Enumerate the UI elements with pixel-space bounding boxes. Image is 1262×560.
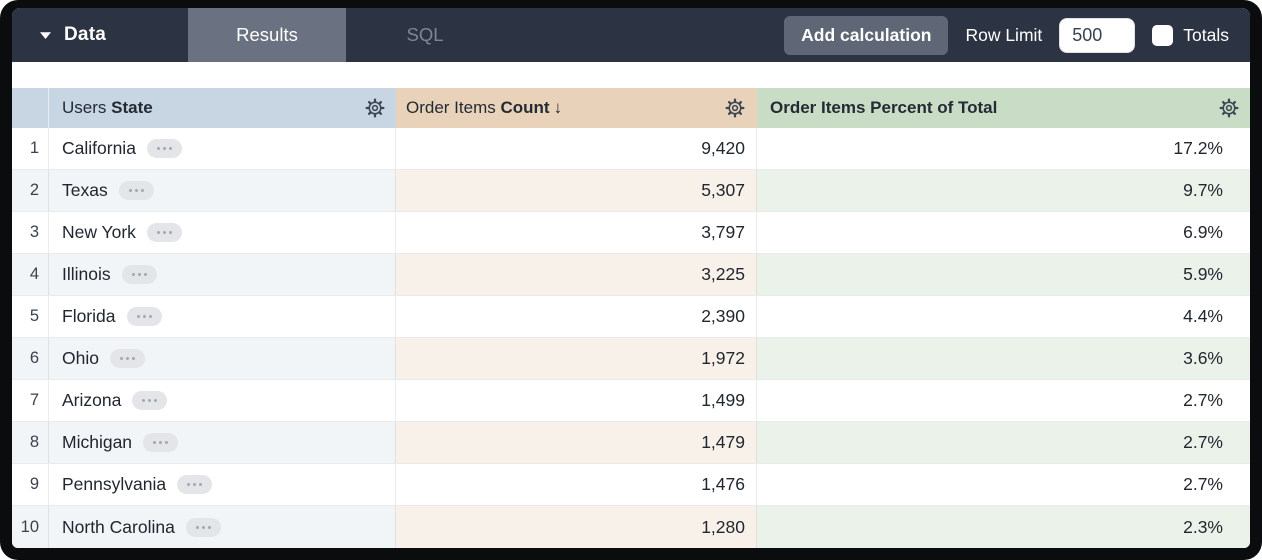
percent-cell[interactable]: 6.9% xyxy=(757,212,1250,253)
column-label: Users State xyxy=(62,98,153,117)
toolbar: Data Results SQL Add calculation Row Lim… xyxy=(12,8,1250,62)
row-limit-input[interactable] xyxy=(1059,17,1136,53)
count-cell[interactable]: 1,479 xyxy=(396,422,757,463)
row-index: 1 xyxy=(12,128,49,169)
state-cell[interactable]: Illinois xyxy=(49,254,396,295)
count-cell[interactable]: 5,307 xyxy=(396,170,757,211)
state-cell[interactable]: North Carolina xyxy=(49,506,396,548)
state-cell[interactable]: Arizona xyxy=(49,380,396,421)
count-cell[interactable]: 9,420 xyxy=(396,128,757,169)
table-row: 7 Arizona 1,499 2.7% xyxy=(12,380,1250,422)
count-cell[interactable]: 1,499 xyxy=(396,380,757,421)
gear-icon[interactable] xyxy=(1218,97,1240,119)
state-value: California xyxy=(62,138,136,158)
ellipsis-menu-icon[interactable] xyxy=(177,475,213,494)
ellipsis-menu-icon[interactable] xyxy=(146,139,182,158)
percent-cell[interactable]: 2.7% xyxy=(757,422,1250,463)
column-header-users-state[interactable]: Users State xyxy=(49,88,396,128)
column-header-percent-of-total[interactable]: Order Items Percent of Total xyxy=(757,88,1250,128)
data-section-toggle[interactable]: Data xyxy=(12,8,188,62)
percent-cell[interactable]: 3.6% xyxy=(757,338,1250,379)
totals-checkbox[interactable] xyxy=(1152,24,1174,46)
row-number-column-header xyxy=(12,88,49,128)
gear-icon[interactable] xyxy=(364,97,386,119)
table-row: 3 New York 3,797 6.9% xyxy=(12,212,1250,254)
sort-desc-icon: ↓ xyxy=(553,98,563,117)
tab-sql[interactable]: SQL xyxy=(406,24,444,45)
tab-results[interactable]: Results xyxy=(188,8,346,62)
results-table: Users State xyxy=(12,88,1250,548)
state-cell[interactable]: Florida xyxy=(49,296,396,337)
state-value: Pennsylvania xyxy=(62,474,167,494)
state-value: Arizona xyxy=(62,390,122,410)
ellipsis-menu-icon[interactable] xyxy=(143,433,179,452)
count-cell[interactable]: 2,390 xyxy=(396,296,757,337)
table-body: 1 California 9,420 17.2% 2 Texas 5,307 9… xyxy=(12,128,1250,548)
state-value: New York xyxy=(62,222,136,242)
row-index: 8 xyxy=(12,422,49,463)
count-cell[interactable]: 1,476 xyxy=(396,464,757,505)
ellipsis-menu-icon[interactable] xyxy=(146,223,182,242)
ellipsis-menu-icon[interactable] xyxy=(109,349,145,368)
data-panel: Data Results SQL Add calculation Row Lim… xyxy=(12,8,1250,548)
state-cell[interactable]: Pennsylvania xyxy=(49,464,396,505)
state-value: North Carolina xyxy=(62,516,175,537)
caret-down-icon xyxy=(39,31,52,40)
state-cell[interactable]: California xyxy=(49,128,396,169)
state-value: Illinois xyxy=(62,264,111,284)
state-value: Texas xyxy=(62,180,108,200)
row-index: 3 xyxy=(12,212,49,253)
table-row: 5 Florida 2,390 4.4% xyxy=(12,296,1250,338)
row-index: 10 xyxy=(12,506,49,548)
state-value: Ohio xyxy=(62,348,99,368)
row-index: 6 xyxy=(12,338,49,379)
totals-label: Totals xyxy=(1183,24,1229,45)
state-cell[interactable]: New York xyxy=(49,212,396,253)
add-calculation-button[interactable]: Add calculation xyxy=(784,15,949,55)
percent-cell[interactable]: 17.2% xyxy=(757,128,1250,169)
column-label: Order Items Percent of Total xyxy=(770,98,998,117)
ellipsis-menu-icon[interactable] xyxy=(121,265,157,284)
percent-cell[interactable]: 2.3% xyxy=(757,506,1250,548)
percent-cell[interactable]: 2.7% xyxy=(757,464,1250,505)
table-row: 8 Michigan 1,479 2.7% xyxy=(12,422,1250,464)
state-cell[interactable]: Ohio xyxy=(49,338,396,379)
percent-cell[interactable]: 2.7% xyxy=(757,380,1250,421)
state-cell[interactable]: Texas xyxy=(49,170,396,211)
ellipsis-menu-icon[interactable] xyxy=(132,391,168,410)
row-limit-label: Row Limit xyxy=(965,24,1043,45)
table-row: 10 North Carolina 1,280 2.3% xyxy=(12,506,1250,548)
row-index: 4 xyxy=(12,254,49,295)
column-header-order-items-count[interactable]: Order Items Count ↓ xyxy=(396,88,757,128)
count-cell[interactable]: 1,280 xyxy=(396,506,757,548)
row-index: 2 xyxy=(12,170,49,211)
ellipsis-menu-icon[interactable] xyxy=(185,517,221,537)
count-cell[interactable]: 3,225 xyxy=(396,254,757,295)
gear-icon[interactable] xyxy=(724,97,746,119)
count-cell[interactable]: 3,797 xyxy=(396,212,757,253)
state-cell[interactable]: Michigan xyxy=(49,422,396,463)
count-cell[interactable]: 1,972 xyxy=(396,338,757,379)
column-label: Order Items Count ↓ xyxy=(406,98,563,117)
table-row: 2 Texas 5,307 9.7% xyxy=(12,170,1250,212)
row-index: 7 xyxy=(12,380,49,421)
table-row: 4 Illinois 3,225 5.9% xyxy=(12,254,1250,296)
percent-cell[interactable]: 9.7% xyxy=(757,170,1250,211)
toolbar-right-group: Add calculation Row Limit Totals xyxy=(784,8,1250,62)
state-value: Michigan xyxy=(62,432,133,452)
data-label: Data xyxy=(64,24,106,45)
percent-cell[interactable]: 4.4% xyxy=(757,296,1250,337)
table-row: 9 Pennsylvania 1,476 2.7% xyxy=(12,464,1250,506)
percent-cell[interactable]: 5.9% xyxy=(757,254,1250,295)
table-row: 1 California 9,420 17.2% xyxy=(12,128,1250,170)
ellipsis-menu-icon[interactable] xyxy=(126,307,162,326)
row-index: 5 xyxy=(12,296,49,337)
table-row: 6 Ohio 1,972 3.6% xyxy=(12,338,1250,380)
ellipsis-menu-icon[interactable] xyxy=(118,181,154,200)
table-header-row: Users State xyxy=(12,88,1250,128)
row-index: 9 xyxy=(12,464,49,505)
state-value: Florida xyxy=(62,306,116,326)
